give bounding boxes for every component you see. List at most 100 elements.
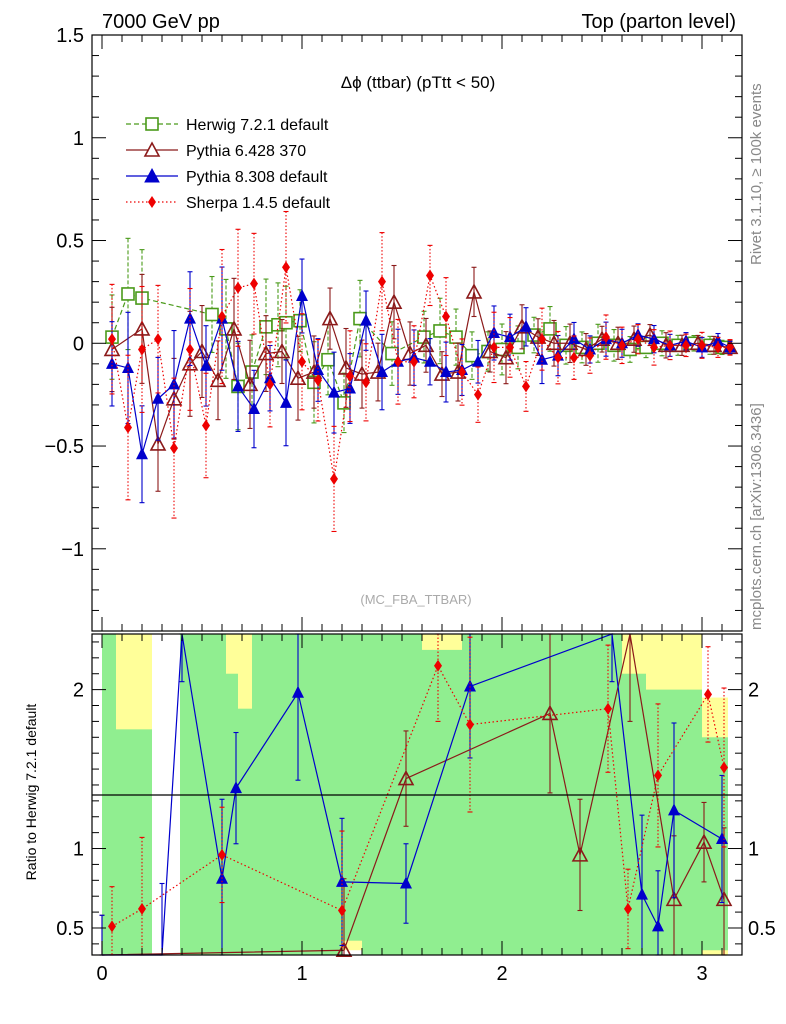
point-sherpa [202, 419, 210, 432]
ratio-point-sherpa [704, 688, 712, 701]
point-pythia8 [248, 402, 260, 415]
ratio-point-pythia8 [292, 685, 304, 698]
ratio-point-sherpa [108, 920, 116, 933]
legend-entry-sherpa: Sherpa 1.4.5 default [126, 195, 331, 212]
point-pythia8 [424, 354, 436, 367]
legend-label-pythia8: Pythia 8.308 default [186, 169, 328, 186]
ratio-point-sherpa [466, 718, 474, 731]
ratio-point-pythia6 [715, 890, 733, 907]
ratio-point-sherpa [720, 761, 728, 774]
point-herwig [293, 313, 307, 328]
point-sherpa [362, 376, 370, 389]
ratio-point-sherpa [218, 848, 226, 861]
ratio-y-tick-label: 1 [73, 839, 84, 861]
point-pythia8 [472, 354, 484, 367]
point-sherpa [394, 355, 402, 368]
ratio-point-pythia6 [541, 704, 559, 721]
point-sherpa [108, 333, 116, 346]
point-sherpa [506, 341, 514, 354]
point-sherpa [410, 355, 418, 368]
header-left: 7000 GeV pp [102, 11, 220, 33]
ratio-point-pythia6 [335, 941, 353, 958]
point-pythia8 [200, 358, 212, 371]
main-y-tick-label: −1 [61, 539, 84, 561]
ratio-point-sherpa [624, 902, 632, 915]
point-sherpa [602, 331, 610, 344]
plot-title: Δϕ (ttbar) (pTtt < 50) [341, 73, 496, 92]
point-pythia6 [289, 369, 307, 386]
legend-label-herwig: Herwig 7.2.1 default [186, 117, 329, 134]
point-pythia8 [280, 395, 292, 408]
header-right: Top (parton level) [581, 11, 736, 33]
rivet-version-label: Rivet 3.1.10, ≥ 100k events [748, 83, 765, 265]
ratio-y-axis-label: Ratio to Herwig 7.2.1 default [23, 704, 39, 881]
legend-entry-pythia6: Pythia 6.428 370 [126, 141, 306, 160]
ratio-series [99, 633, 733, 958]
point-sherpa [442, 310, 450, 323]
point-pythia8 [488, 326, 500, 338]
legend-entry-herwig: Herwig 7.2.1 default [126, 117, 329, 134]
x-axis: 0 1 2 3 [96, 35, 743, 985]
point-sherpa [682, 339, 690, 352]
point-sherpa [250, 277, 258, 290]
legend-marker-pythia6 [143, 141, 161, 157]
point-sherpa [586, 349, 594, 362]
ratio-point-pythia8 [668, 803, 680, 816]
legend-label-sherpa: Sherpa 1.4.5 default [186, 195, 331, 212]
point-pythia8 [440, 365, 452, 378]
point-sherpa [170, 442, 178, 455]
ratio-series-pythia8 [99, 633, 728, 956]
line-sherpa [111, 267, 730, 480]
point-sherpa [650, 341, 658, 354]
point-pythia6 [133, 320, 151, 336]
point-pythia8 [584, 342, 596, 355]
ratio-point-pythia8 [652, 919, 664, 932]
ratio-plot-frame [91, 633, 743, 956]
point-pythia6 [241, 375, 259, 392]
point-pythia8 [168, 377, 180, 390]
main-series [103, 210, 739, 533]
ratio-y-tick-label: 2 [73, 680, 84, 702]
legend-marker-herwig [145, 117, 159, 131]
point-pythia6 [353, 365, 371, 381]
line-pythia8 [111, 295, 731, 455]
legend-entry-pythia8: Pythia 8.308 default [126, 167, 328, 186]
ratio-y-tick-label-right: 2 [748, 680, 759, 702]
point-sherpa [522, 380, 530, 393]
point-sherpa [378, 275, 386, 288]
point-sherpa [458, 366, 466, 379]
mcplots-label: mcplots.cern.ch [arXiv:1306.3436] [748, 403, 765, 630]
point-sherpa [266, 378, 274, 391]
point-pythia8 [232, 379, 244, 392]
band-green [422, 649, 462, 955]
point-pythia8 [136, 447, 148, 460]
main-y-tick-label: 0.5 [56, 231, 84, 253]
point-sherpa [618, 339, 626, 352]
ratio-point-pythia8 [230, 781, 242, 794]
series-sherpa [108, 210, 734, 533]
point-sherpa [474, 388, 482, 401]
band-green [238, 708, 252, 955]
band-green [342, 634, 362, 941]
point-sherpa [426, 269, 434, 282]
x-tick-label: 0 [96, 963, 107, 985]
point-sherpa [726, 341, 734, 354]
point-pythia6 [149, 435, 167, 451]
point-sherpa [298, 355, 306, 368]
point-sherpa [634, 333, 642, 346]
series-pythia6 [103, 264, 739, 492]
point-pythia8 [296, 289, 308, 302]
ratio-point-pythia8 [464, 679, 476, 692]
point-sherpa [330, 472, 338, 485]
point-sherpa [138, 343, 146, 356]
point-sherpa [570, 351, 578, 364]
point-pythia8 [712, 334, 724, 347]
point-sherpa [698, 339, 706, 352]
main-y-tick-label: 0 [73, 333, 84, 355]
ratio-line-pythia6 [101, 633, 725, 956]
ratio-point-pythia8 [636, 887, 648, 900]
analysis-watermark: (MC_FBA_TTBAR) [360, 592, 471, 607]
legend-label-pythia6: Pythia 6.428 370 [186, 143, 306, 160]
x-tick-label: 1 [296, 963, 307, 985]
